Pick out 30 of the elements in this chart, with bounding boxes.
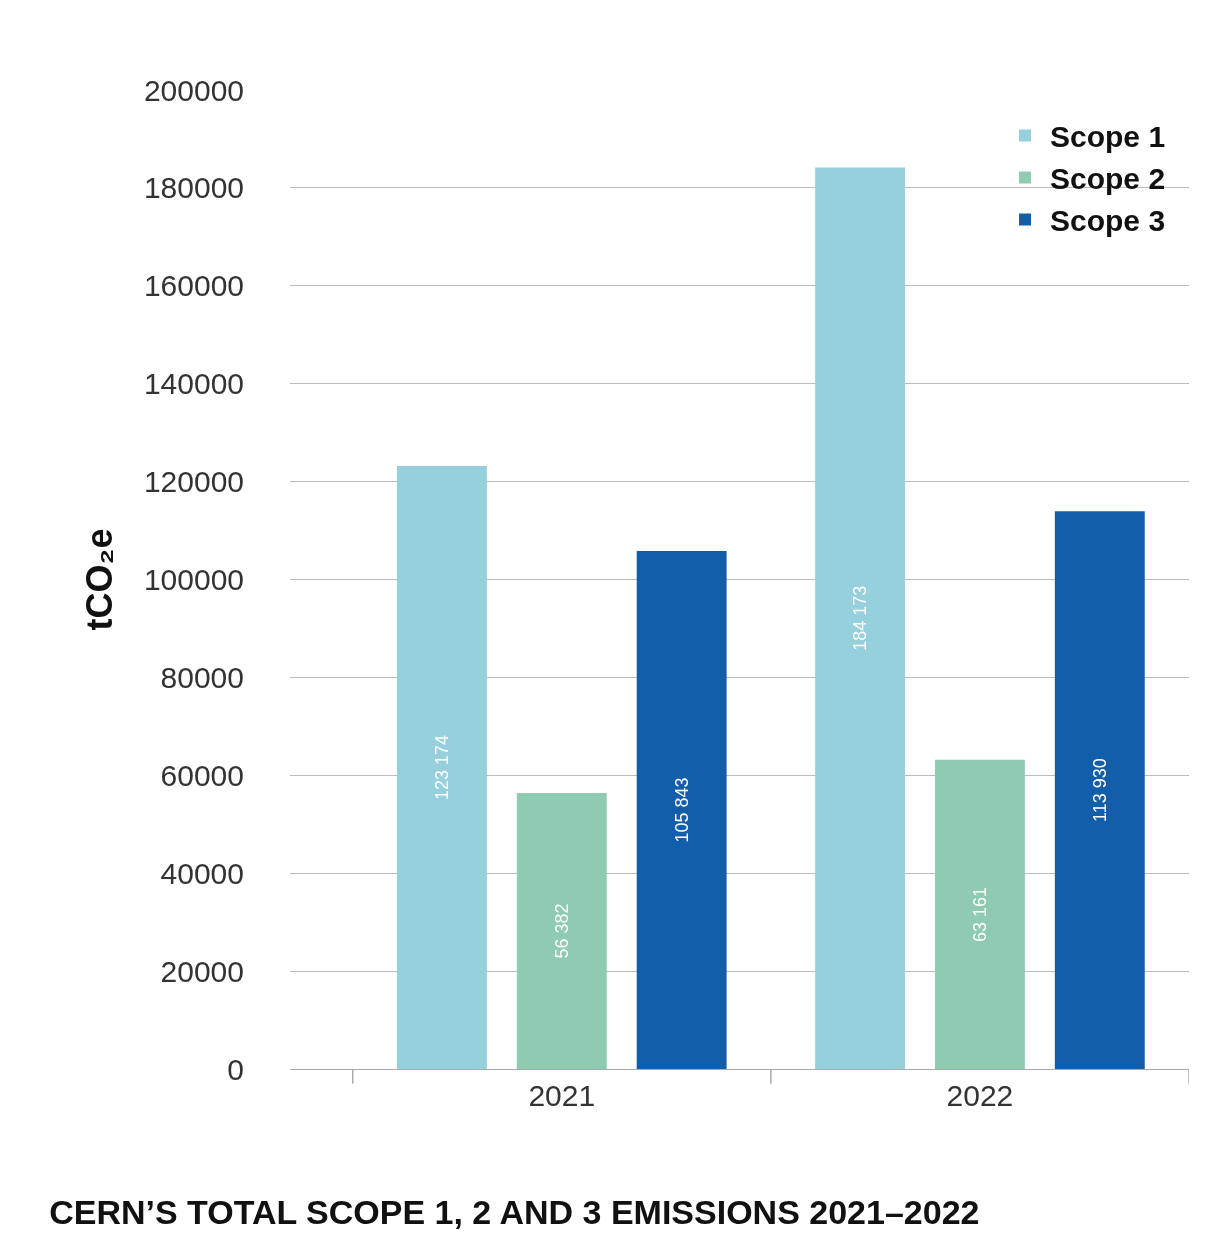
y-tick-label: 20000	[160, 954, 244, 988]
x-tick-label: 2021	[528, 1079, 596, 1112]
bar	[516, 793, 607, 1069]
y-tick-label: 40000	[160, 856, 244, 890]
y-tick-label: 100000	[143, 563, 244, 596]
data-label: 56 382	[551, 903, 572, 959]
text: CERN’S TOTAL SCOPE 1, 2 AND 3 EMISSIONS 2021–2022	[49, 1193, 980, 1232]
y-tick-label: 140000	[143, 367, 244, 401]
y-tick-label: 0	[227, 1052, 244, 1086]
y-tick-label: 80000	[160, 660, 244, 694]
data-label: 113 930	[1089, 758, 1110, 823]
bar	[396, 466, 487, 1069]
y-tick-label: 160000	[143, 269, 244, 303]
legend-label: Scope 1	[1050, 120, 1166, 154]
bar	[1054, 511, 1145, 1069]
data-label: 105 843	[671, 777, 692, 843]
data-label: 123 174	[431, 734, 452, 801]
data-label: 184 173	[850, 585, 871, 651]
legend-label: Scope 2	[1050, 162, 1166, 196]
bar	[636, 550, 727, 1069]
bar	[815, 167, 906, 1069]
bar	[934, 759, 1025, 1069]
y-axis-title: tCO₂e	[78, 528, 120, 631]
y-tick-label: 60000	[160, 758, 244, 792]
y-tick-label: 200000	[143, 73, 244, 107]
legend-label: Scope 3	[1050, 204, 1166, 238]
y-tick-label: 120000	[143, 465, 244, 499]
y-tick-label: 180000	[143, 171, 244, 205]
x-tick-label: 2022	[946, 1079, 1014, 1112]
data-label: 63 161	[969, 886, 990, 942]
